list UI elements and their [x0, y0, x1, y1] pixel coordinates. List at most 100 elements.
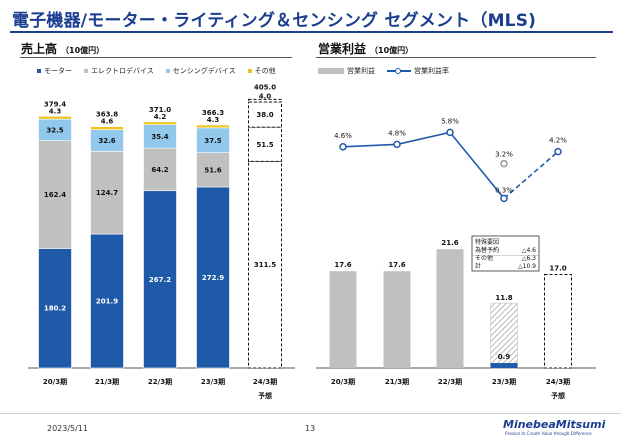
profit-bar-0 — [329, 271, 357, 368]
profit-bar-1 — [383, 271, 411, 368]
profit-special-label-3: 11.8 — [495, 294, 512, 302]
profit-special-bar-3 — [490, 302, 518, 369]
margin-label-4: 4.2% — [549, 137, 567, 145]
sales-total-0: 379.4 — [44, 100, 66, 108]
profit-xlabel-2: 22/3期 — [438, 377, 462, 386]
legend-label-op-margin: 営業利益率 — [414, 67, 449, 75]
profit-bar-3 — [490, 363, 518, 368]
legend-label-op-profit: 営業利益 — [347, 67, 375, 75]
sales-label-motor-0: 180.2 — [44, 305, 66, 313]
legend-swatch-electro — [84, 69, 88, 73]
sales-chart-title: 売上高 （10億円） — [21, 40, 104, 57]
legend-item-op-profit: 営業利益 — [318, 66, 375, 76]
sales-total-3: 366.3 — [202, 109, 224, 117]
margin-point-1 — [393, 140, 401, 149]
sales-total-4: 405.0 — [254, 83, 276, 91]
sales-bar-other-4 — [248, 98, 282, 103]
legend-swatch-other — [247, 69, 252, 73]
sales-bar-other-2 — [143, 121, 177, 125]
sales-xlabel-0: 20/3期 — [43, 377, 67, 386]
sales-label-other-1: 4.6 — [101, 118, 114, 126]
sales-bar-motor-4 — [248, 160, 282, 369]
legend-swatch-motor — [37, 69, 41, 73]
profit-label-4: 17.0 — [549, 265, 566, 273]
special-factors-value-2: △10.9 — [518, 263, 536, 270]
margin-label-1: 4.8% — [388, 129, 406, 137]
sales-bar-other-1 — [90, 126, 124, 131]
special-factors-label-0: 為替予約 — [475, 246, 499, 254]
sales-label-electro-1: 124.7 — [96, 189, 118, 197]
sales-xlabel-4: 24/3期 — [253, 377, 277, 386]
sales-label-motor-1: 201.9 — [96, 298, 118, 306]
sales-bar-motor-2 — [143, 190, 177, 369]
sales-bar-electro-4 — [248, 126, 282, 162]
special-factors-value-1: △6.3 — [522, 255, 536, 262]
profit-chart-title: 営業利益 （10億円） — [318, 40, 413, 57]
sales-bar-electro-1 — [90, 151, 124, 235]
sales-label-electro-3: 51.6 — [204, 166, 221, 174]
sales-label-motor-2: 267.2 — [149, 276, 171, 284]
margin-alt-point — [500, 159, 508, 168]
margin-label-2: 5.8% — [441, 117, 459, 125]
legend-item-op-margin: 営業利益率 — [387, 66, 449, 76]
sales-total-1: 363.8 — [96, 111, 118, 119]
page-title: 電子機器/モーター・ライティング＆センシング セグメント（MLS) — [12, 11, 537, 31]
sales-label-sensing-4: 38.0 — [256, 111, 273, 119]
profit-legend: 営業利益 営業利益率 — [318, 66, 449, 76]
sales-title-text: 売上高 — [21, 42, 58, 56]
legend-label-motor: モーター — [44, 67, 72, 75]
margin-label-3: 0.3% — [495, 186, 513, 194]
sales-label-other-4: 4.0 — [259, 92, 272, 100]
profit-label-0: 17.6 — [334, 261, 351, 269]
margin-point-3 — [500, 194, 508, 203]
profit-xnote-4: 予想 — [551, 391, 565, 400]
special-factors-value-0: △4.6 — [522, 247, 536, 254]
sales-bar-sensing-3 — [196, 127, 230, 154]
sales-bar-motor-3 — [196, 186, 230, 369]
sales-unit: （10億円） — [61, 46, 105, 55]
sales-label-electro-0: 162.4 — [44, 191, 66, 199]
legend-label-sensing: センシングデバイス — [172, 67, 236, 75]
special-factors-label-1: その他 — [475, 254, 493, 262]
sales-label-other-2: 4.2 — [154, 113, 167, 121]
legend-swatch-op-margin — [387, 68, 411, 74]
title-rule — [10, 31, 613, 33]
sales-xlabel-3: 23/3期 — [201, 377, 225, 386]
sales-total-2: 371.0 — [149, 106, 171, 114]
sales-xlabel-1: 21/3期 — [95, 377, 119, 386]
margin-line-forecast — [503, 150, 559, 200]
profit-unit: （10億円） — [370, 46, 414, 55]
margin-line — [342, 131, 505, 199]
sales-label-motor-4: 311.5 — [254, 261, 276, 269]
sales-bar-other-3 — [196, 124, 230, 129]
margin-point-0 — [339, 143, 347, 151]
company-tagline: Passion to Create Value through Differen… — [505, 431, 592, 436]
sales-label-sensing-3: 37.5 — [204, 137, 221, 145]
margin-label-0: 4.6% — [334, 132, 352, 140]
profit-bar-2 — [436, 249, 464, 368]
sales-label-electro-4: 51.5 — [256, 141, 273, 149]
sales-label-electro-2: 64.2 — [151, 166, 168, 174]
profit-xlabel-1: 21/3期 — [385, 377, 409, 386]
special-factors-label-2: 計 — [475, 262, 481, 270]
margin-point-4 — [554, 147, 562, 156]
margin-point-2 — [446, 128, 454, 137]
profit-bar-4 — [544, 274, 572, 369]
legend-label-electro: エレクトロデバイス — [91, 67, 154, 75]
margin-alt-label: 3.2% — [495, 151, 513, 159]
profit-xlabel-0: 20/3期 — [331, 377, 355, 386]
legend-swatch-op-profit — [318, 68, 344, 74]
sales-label-motor-3: 272.9 — [202, 274, 224, 282]
legend-label-other: その他 — [254, 67, 276, 75]
legend-item-sensing: センシングデバイス — [165, 66, 236, 76]
legend-item-other: その他 — [247, 66, 276, 76]
legend-item-electro: エレクトロデバイス — [84, 66, 154, 76]
sales-label-sensing-1: 32.6 — [98, 137, 115, 145]
page-number: 13 — [305, 424, 316, 433]
profit-title-text: 営業利益 — [318, 42, 367, 56]
profit-label-1: 17.6 — [388, 261, 405, 269]
sales-xnote-4: 予想 — [258, 391, 272, 400]
profit-title-rule — [316, 57, 596, 58]
sales-label-sensing-2: 35.4 — [151, 133, 168, 141]
